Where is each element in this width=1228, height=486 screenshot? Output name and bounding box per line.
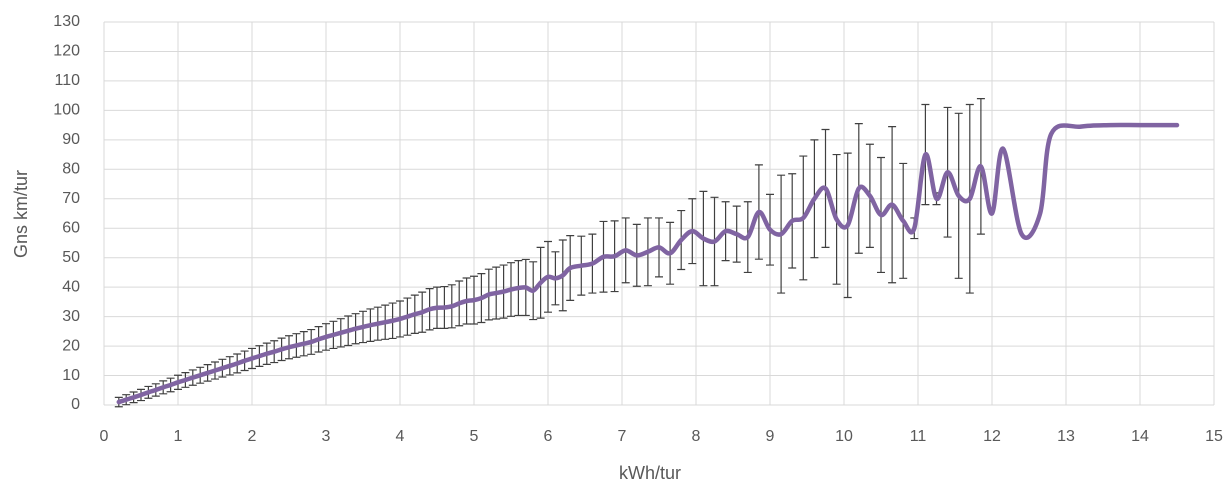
y-tick-label: 70 <box>62 190 80 207</box>
y-tick-label: 110 <box>54 72 80 89</box>
x-tick-label: 10 <box>835 428 853 445</box>
y-tick-label: 130 <box>53 13 80 30</box>
y-tick-label: 0 <box>71 396 80 413</box>
x-tick-label: 7 <box>618 428 627 445</box>
x-tick-label: 0 <box>100 428 109 445</box>
y-tick-label: 10 <box>62 367 80 384</box>
y-tick-label: 20 <box>62 337 80 354</box>
x-tick-label: 12 <box>983 428 1001 445</box>
x-tick-label: 2 <box>248 428 257 445</box>
x-tick-label: 1 <box>174 428 183 445</box>
y-tick-label: 30 <box>62 308 80 325</box>
y-tick-label: 100 <box>53 102 80 119</box>
x-tick-label: 5 <box>470 428 479 445</box>
x-tick-label: 4 <box>396 428 405 445</box>
y-tick-label: 80 <box>62 161 80 178</box>
x-tick-label: 15 <box>1205 428 1223 445</box>
x-tick-label: 8 <box>692 428 701 445</box>
y-tick-label: 60 <box>62 219 80 236</box>
data-line <box>116 122 1180 405</box>
y-tick-label: 90 <box>62 131 80 148</box>
x-tick-label: 13 <box>1057 428 1075 445</box>
y-tick-label: 120 <box>53 43 80 60</box>
y-axis-title: Gns km/tur <box>11 170 31 258</box>
y-tick-label: 40 <box>62 278 80 295</box>
x-tick-label: 6 <box>544 428 553 445</box>
x-tick-label: 11 <box>910 428 927 445</box>
x-axis-title: kWh/tur <box>619 463 681 483</box>
x-tick-label: 9 <box>766 428 775 445</box>
y-tick-label: 50 <box>62 249 80 266</box>
x-tick-label: 3 <box>322 428 331 445</box>
x-tick-label: 14 <box>1131 428 1149 445</box>
